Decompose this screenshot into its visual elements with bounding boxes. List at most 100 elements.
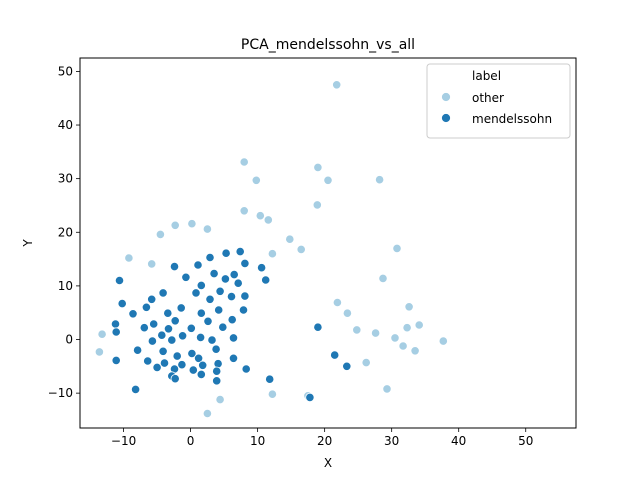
data-point-other bbox=[187, 219, 197, 229]
data-point-other bbox=[374, 175, 385, 185]
data-point-mendelssohn bbox=[265, 374, 275, 384]
data-point-mendelssohn bbox=[228, 333, 239, 343]
data-point-other bbox=[378, 273, 388, 283]
data-point-mendelssohn bbox=[205, 252, 215, 263]
data-point-mendelssohn bbox=[157, 330, 167, 340]
data-point-other bbox=[202, 224, 212, 234]
data-point-mendelssohn bbox=[191, 288, 201, 298]
data-point-mendelssohn bbox=[149, 319, 159, 329]
data-point-mendelssohn bbox=[198, 360, 208, 370]
data-point-other bbox=[147, 259, 157, 269]
legend-marker-other bbox=[441, 92, 451, 102]
data-point-mendelssohn bbox=[139, 323, 149, 333]
y-tick-label: 20 bbox=[58, 225, 73, 239]
data-point-mendelssohn bbox=[181, 272, 191, 282]
data-point-mendelssohn bbox=[196, 369, 206, 379]
data-point-other bbox=[361, 357, 371, 368]
data-point-other bbox=[404, 302, 414, 312]
data-point-other bbox=[239, 157, 249, 167]
data-point-mendelssohn bbox=[170, 374, 180, 384]
data-point-mendelssohn bbox=[111, 327, 121, 337]
data-point-mendelssohn bbox=[313, 322, 323, 332]
data-point-mendelssohn bbox=[158, 288, 168, 298]
legend-marker-mendelssohn bbox=[441, 113, 451, 123]
data-point-other bbox=[239, 206, 249, 216]
data-point-mendelssohn bbox=[235, 247, 245, 257]
data-point-mendelssohn bbox=[212, 366, 222, 376]
data-point-mendelssohn bbox=[227, 315, 237, 325]
data-point-mendelssohn bbox=[114, 275, 125, 286]
data-point-other bbox=[438, 336, 448, 346]
data-point-mendelssohn bbox=[196, 308, 206, 318]
data-point-mendelssohn bbox=[207, 335, 217, 345]
data-point-mendelssohn bbox=[158, 346, 168, 356]
data-point-mendelssohn bbox=[117, 298, 127, 309]
data-point-other bbox=[215, 394, 225, 405]
data-point-mendelssohn bbox=[240, 291, 250, 301]
data-point-mendelssohn bbox=[196, 332, 206, 342]
data-point-mendelssohn bbox=[143, 356, 153, 366]
data-point-mendelssohn bbox=[111, 355, 121, 365]
legend-label-other: other bbox=[472, 91, 504, 105]
data-point-other bbox=[402, 323, 412, 333]
data-point-other bbox=[392, 243, 402, 253]
data-point-mendelssohn bbox=[147, 294, 157, 304]
data-point-other bbox=[267, 389, 277, 399]
data-point-other bbox=[352, 325, 362, 335]
data-point-mendelssohn bbox=[133, 345, 143, 355]
data-point-mendelssohn bbox=[128, 309, 138, 319]
data-point-mendelssohn bbox=[163, 308, 173, 318]
y-axis-ticks: −10 0 10 20 30 40 50 bbox=[48, 64, 80, 400]
x-tick-label: 0 bbox=[187, 434, 195, 448]
data-point-mendelssohn bbox=[342, 361, 352, 371]
data-point-mendelssohn bbox=[110, 319, 121, 329]
data-point-mendelssohn bbox=[193, 260, 203, 270]
data-point-mendelssohn bbox=[215, 286, 225, 296]
data-point-mendelssohn bbox=[178, 331, 188, 341]
data-point-mendelssohn bbox=[226, 291, 237, 302]
plot-border bbox=[79, 57, 577, 429]
data-point-mendelssohn bbox=[209, 268, 219, 279]
legend-label-mendelssohn: mendelssohn bbox=[472, 112, 552, 126]
data-point-mendelssohn bbox=[218, 322, 228, 332]
data-point-mendelssohn bbox=[330, 350, 340, 360]
y-tick-label: 10 bbox=[58, 279, 73, 293]
data-point-other bbox=[414, 320, 424, 330]
data-point-mendelssohn bbox=[238, 305, 249, 315]
data-point-other bbox=[267, 249, 277, 259]
data-point-mendelssohn bbox=[229, 269, 239, 280]
data-point-other bbox=[124, 253, 134, 263]
data-point-mendelssohn bbox=[159, 358, 170, 368]
y-axis-label: Y bbox=[21, 239, 35, 248]
series-mendelssohn-points bbox=[110, 247, 352, 402]
y-tick-label: 0 bbox=[65, 333, 73, 347]
y-tick-label: 50 bbox=[58, 64, 73, 78]
chart-title: PCA_mendelssohn_vs_all bbox=[241, 37, 415, 53]
data-point-mendelssohn bbox=[194, 353, 204, 363]
data-point-other bbox=[410, 346, 420, 356]
data-point-mendelssohn bbox=[205, 294, 215, 304]
data-point-mendelssohn bbox=[241, 364, 251, 374]
data-point-other bbox=[313, 162, 323, 172]
data-point-other bbox=[296, 244, 306, 254]
data-point-mendelssohn bbox=[188, 365, 198, 375]
data-point-mendelssohn bbox=[176, 303, 186, 313]
data-point-mendelssohn bbox=[186, 323, 196, 333]
y-tick-label: 30 bbox=[58, 172, 73, 186]
data-point-mendelssohn bbox=[147, 336, 157, 346]
data-point-mendelssohn bbox=[220, 274, 230, 284]
data-point-other bbox=[255, 211, 265, 221]
data-point-mendelssohn bbox=[131, 384, 141, 394]
data-point-mendelssohn bbox=[196, 280, 206, 290]
x-tick-label: 50 bbox=[518, 434, 533, 448]
x-tick-label: 20 bbox=[317, 434, 332, 448]
data-point-other bbox=[170, 220, 180, 230]
legend-title: label bbox=[472, 69, 501, 83]
data-point-other bbox=[323, 175, 333, 185]
data-point-mendelssohn bbox=[169, 261, 180, 272]
data-point-other bbox=[332, 297, 342, 308]
data-point-mendelssohn bbox=[214, 305, 224, 315]
data-point-mendelssohn bbox=[221, 248, 231, 258]
data-point-other bbox=[263, 215, 273, 225]
